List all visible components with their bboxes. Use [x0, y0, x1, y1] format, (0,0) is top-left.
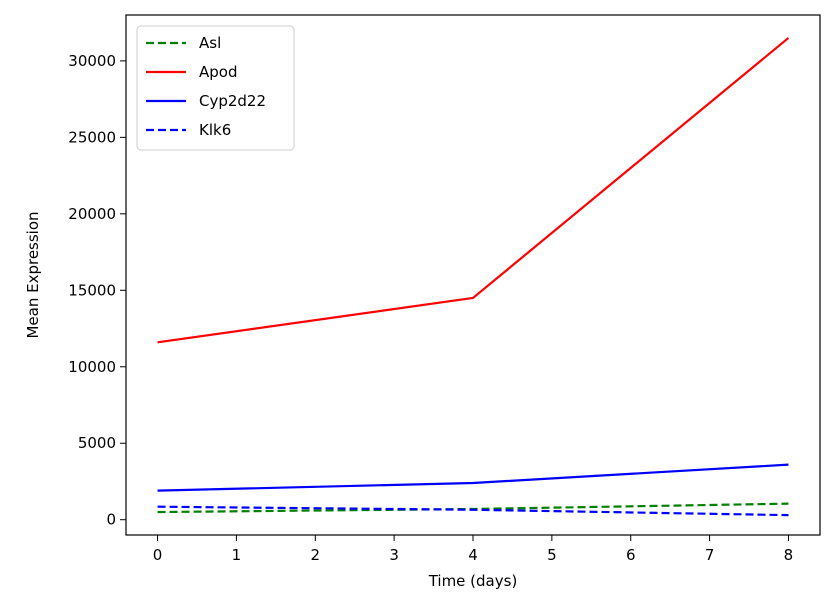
- x-tick-label: 5: [547, 546, 557, 564]
- y-tick-label: 0: [106, 511, 116, 529]
- y-tick-label: 20000: [68, 205, 116, 223]
- x-tick-label: 3: [389, 546, 399, 564]
- legend-box: [136, 25, 295, 151]
- plot-layer: [157, 37, 790, 517]
- y-tick-label: 25000: [68, 128, 116, 146]
- x-tick-label: 0: [153, 546, 163, 564]
- series-line-apod: [157, 37, 790, 344]
- legend-label: Cyp2d22: [199, 92, 266, 110]
- x-tick-label: 6: [626, 546, 636, 564]
- x-tick-label: 4: [468, 546, 478, 564]
- y-tick-label: 10000: [68, 358, 116, 376]
- series-line-klk6: [157, 505, 789, 517]
- x-axis: 0 1 2 3 4 5 6 7 8: [153, 535, 793, 564]
- y-axis: 0 5000 10000 15000 20000 25000 30000: [68, 52, 126, 529]
- x-axis-label: Time (days): [428, 572, 518, 590]
- x-tick-label: 7: [705, 546, 715, 564]
- legend: Asl Apod Cyp2d22 Klk6: [136, 25, 295, 151]
- x-tick-label: 1: [232, 546, 242, 564]
- y-tick-label: 5000: [78, 434, 116, 452]
- series-line-cyp2d22: [157, 463, 789, 492]
- legend-label: Klk6: [199, 121, 231, 139]
- legend-label: Asl: [199, 34, 221, 52]
- legend-label: Apod: [199, 63, 237, 81]
- y-tick-label: 30000: [68, 52, 116, 70]
- y-axis-label: Mean Expression: [24, 211, 42, 338]
- x-tick-label: 2: [310, 546, 320, 564]
- y-tick-label: 15000: [68, 281, 116, 299]
- x-tick-label: 8: [784, 546, 794, 564]
